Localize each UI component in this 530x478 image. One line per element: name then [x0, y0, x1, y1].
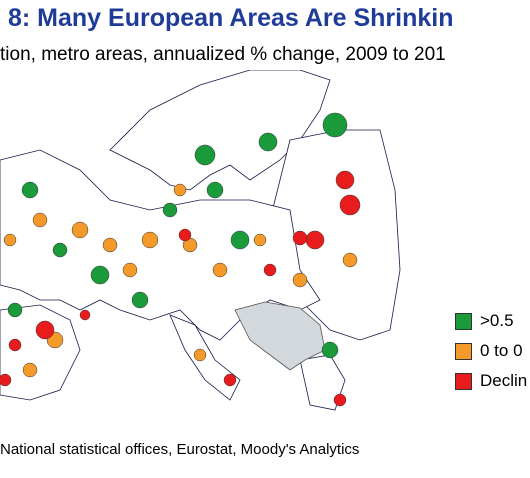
iberia: [0, 304, 81, 401]
legend: >0.5 0 to 0 Declin: [455, 306, 527, 396]
legend-label: Declin: [480, 371, 528, 390]
legend-swatch: [455, 312, 472, 330]
legend-item: >0.5: [455, 306, 527, 336]
legend-label: 0 to 0: [480, 341, 523, 360]
legend-item: Declin: [455, 366, 527, 396]
balkans: [234, 301, 326, 371]
legend-swatch: [455, 342, 472, 360]
legend-item: 0 to 0: [455, 336, 527, 366]
title: 8: Many European Areas Are Shrinkin: [8, 4, 454, 32]
source: National statistical offices, Eurostat, …: [0, 441, 360, 458]
subtitle: tion, metro areas, annualized % change, …: [0, 44, 446, 65]
map: [0, 70, 401, 411]
metro-areas: [0, 112, 361, 407]
legend-swatch: [455, 372, 472, 390]
legend-label: >0.5: [480, 311, 514, 330]
